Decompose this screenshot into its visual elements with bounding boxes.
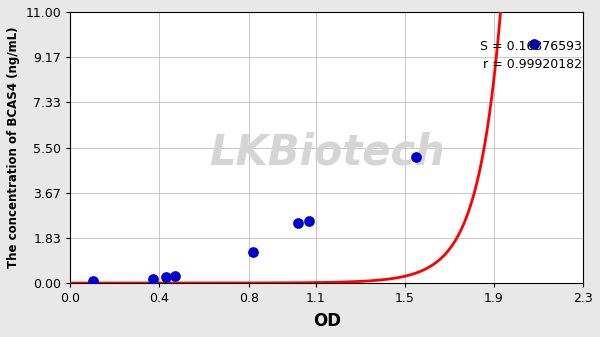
Point [248, 249, 258, 254]
X-axis label: OD: OD [313, 312, 341, 330]
Point [148, 276, 158, 281]
Text: S = 0.16376593
r = 0.99920182: S = 0.16376593 r = 0.99920182 [480, 40, 582, 71]
Point [411, 155, 421, 160]
Text: LKBiotech: LKBiotech [209, 132, 445, 174]
Y-axis label: The concentration of BCAS4 (ng/mL): The concentration of BCAS4 (ng/mL) [7, 27, 20, 268]
Point [304, 219, 314, 224]
Point [529, 41, 539, 47]
Point [293, 221, 302, 226]
Point [88, 278, 97, 283]
Point [170, 274, 180, 279]
Point [161, 274, 171, 280]
